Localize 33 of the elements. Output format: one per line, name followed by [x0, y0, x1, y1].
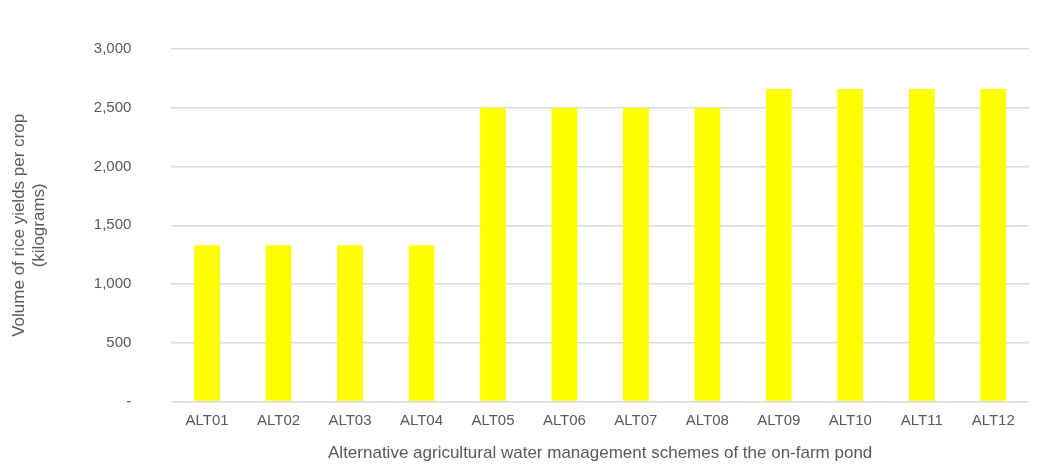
x-tick-label: ALT01: [185, 410, 229, 428]
y-tick-label: 1,000: [93, 274, 132, 292]
x-axis-title: Alternative agricultural water management schemes of the on-farm pond: [328, 443, 873, 463]
x-tick-label: ALT12: [971, 410, 1015, 428]
y-tick-label: 1,500: [93, 215, 132, 233]
x-tick-label: ALT02: [257, 410, 301, 428]
y-tick-label: 500: [106, 332, 132, 350]
bar: [265, 245, 292, 401]
x-tick-label: ALT10: [828, 410, 872, 428]
y-tick-label: 2,500: [93, 97, 132, 115]
x-tick-label: ALT06: [542, 410, 586, 428]
y-axis-title: Volume of rice yields per crop (kilograms): [8, 113, 49, 337]
bar: [623, 107, 649, 401]
bar: [337, 245, 363, 401]
x-tick-label: ALT08: [685, 410, 729, 428]
bar: [408, 245, 435, 401]
x-tick-label: ALT05: [471, 410, 515, 428]
bar: [765, 88, 792, 401]
y-tick-label: -: [126, 391, 132, 409]
bar: [694, 107, 721, 401]
y-tick-label: 2,000: [93, 156, 132, 174]
bar: [908, 88, 935, 401]
y-tick-label: 3,000: [93, 39, 132, 57]
x-tick-label: ALT11: [900, 410, 943, 428]
x-tick-label: ALT03: [328, 410, 372, 428]
bar: [194, 245, 220, 401]
bar: [837, 88, 864, 401]
x-tick-label: ALT09: [757, 410, 801, 428]
x-tick-label: ALT07: [614, 410, 658, 428]
bar: [980, 88, 1007, 401]
bar: [551, 107, 578, 401]
bar: [480, 107, 506, 401]
x-tick-label: ALT04: [399, 410, 444, 428]
